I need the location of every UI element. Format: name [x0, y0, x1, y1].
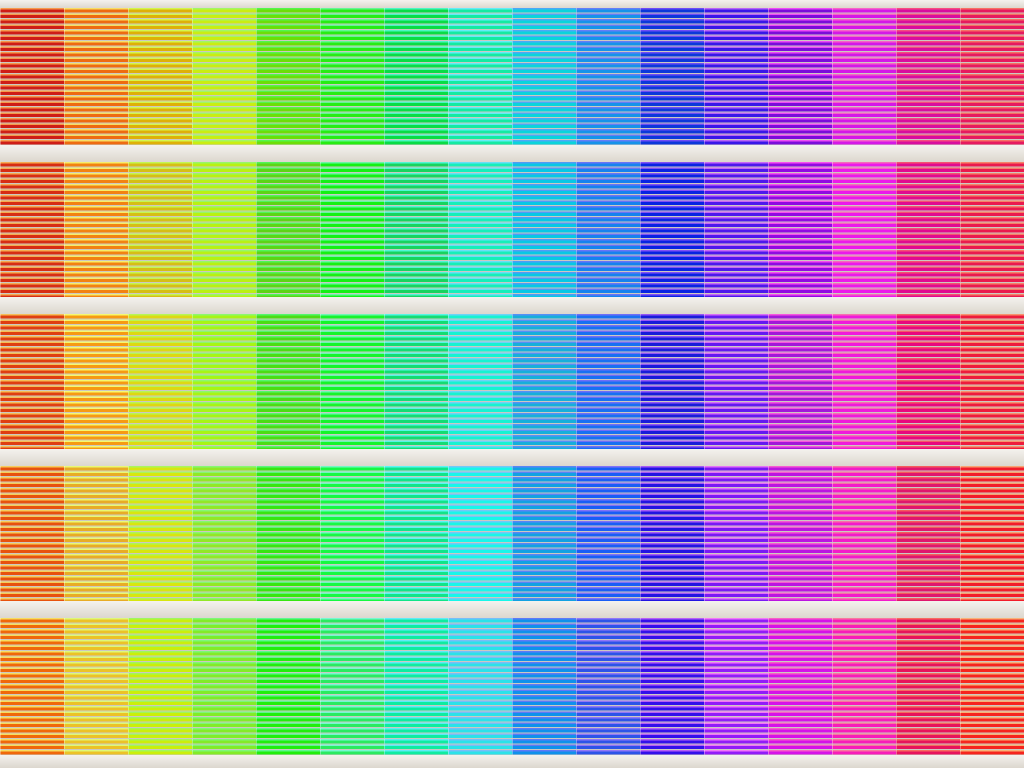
- louver-panel: [448, 314, 513, 449]
- louver-panel: [832, 314, 897, 449]
- louver-panel: [704, 314, 769, 449]
- louver-panel: [512, 314, 577, 449]
- louver-panel: [384, 314, 449, 449]
- louver-panel: [256, 618, 321, 755]
- louver-panel: [768, 8, 833, 145]
- louver-panel: [960, 162, 1024, 297]
- louver-panel: [64, 8, 129, 145]
- louver-panel: [704, 466, 769, 601]
- louver-panel: [704, 618, 769, 755]
- louver-panel: [832, 8, 897, 145]
- floor-beam: [0, 297, 1024, 314]
- louver-panel: [768, 466, 833, 601]
- floor-beam: [0, 755, 1024, 768]
- louver-panel: [576, 466, 641, 601]
- louver-panel: [704, 162, 769, 297]
- louver-panel: [576, 618, 641, 755]
- louver-panel: [0, 314, 65, 449]
- louver-panel: [192, 618, 257, 755]
- louver-panel: [320, 314, 385, 449]
- louver-panel: [384, 162, 449, 297]
- floor-beam: [0, 145, 1024, 162]
- louver-panel: [576, 8, 641, 145]
- louver-panel: [960, 466, 1024, 601]
- louver-panel: [832, 466, 897, 601]
- louver-panel: [640, 466, 705, 601]
- louver-panel: [768, 162, 833, 297]
- louver-panel: [256, 162, 321, 297]
- floor-beam: [0, 449, 1024, 466]
- louver-panel: [0, 618, 65, 755]
- louver-panel: [576, 314, 641, 449]
- louver-panel: [192, 162, 257, 297]
- louver-panel: [896, 162, 961, 297]
- louver-panel: [832, 618, 897, 755]
- louver-panel: [0, 162, 65, 297]
- louver-panel: [192, 466, 257, 601]
- louver-panel: [896, 466, 961, 601]
- louver-panel: [128, 618, 193, 755]
- louver-panel: [896, 618, 961, 755]
- louver-panel: [256, 466, 321, 601]
- louver-panel: [64, 466, 129, 601]
- louver-panel: [320, 162, 385, 297]
- louver-panel: [0, 466, 65, 601]
- louver-panel: [640, 314, 705, 449]
- floor-beam: [0, 0, 1024, 8]
- louver-panel: [128, 466, 193, 601]
- louver-panel: [960, 618, 1024, 755]
- louver-panel: [448, 162, 513, 297]
- louver-panel: [0, 8, 65, 145]
- louver-panel: [448, 466, 513, 601]
- louver-panel: [384, 618, 449, 755]
- louver-panel: [320, 618, 385, 755]
- louver-panel: [448, 8, 513, 145]
- louver-panel: [512, 162, 577, 297]
- louver-panel: [960, 314, 1024, 449]
- louver-panel: [576, 162, 641, 297]
- louver-panel: [64, 314, 129, 449]
- louver-panel: [640, 162, 705, 297]
- louver-panel: [768, 618, 833, 755]
- louver-panel: [640, 618, 705, 755]
- louver-panel: [832, 162, 897, 297]
- louver-panel: [64, 618, 129, 755]
- louver-panel: [512, 8, 577, 145]
- louver-panel: [960, 8, 1024, 145]
- louver-panel: [640, 8, 705, 145]
- louver-panel: [896, 8, 961, 145]
- louver-panel: [192, 8, 257, 145]
- louver-panel: [320, 8, 385, 145]
- louver-panel: [704, 8, 769, 145]
- louver-panel: [128, 162, 193, 297]
- floor-beam: [0, 601, 1024, 618]
- louver-panel: [128, 8, 193, 145]
- louver-panel: [256, 8, 321, 145]
- louver-panel: [768, 314, 833, 449]
- louver-panel: [256, 314, 321, 449]
- louver-panel: [448, 618, 513, 755]
- louver-panel: [512, 618, 577, 755]
- louver-panel: [384, 8, 449, 145]
- louver-panel: [384, 466, 449, 601]
- louver-panel: [128, 314, 193, 449]
- louver-panel: [320, 466, 385, 601]
- louver-panel: [512, 466, 577, 601]
- louver-panel: [64, 162, 129, 297]
- louver-panel: [896, 314, 961, 449]
- louver-panel: [192, 314, 257, 449]
